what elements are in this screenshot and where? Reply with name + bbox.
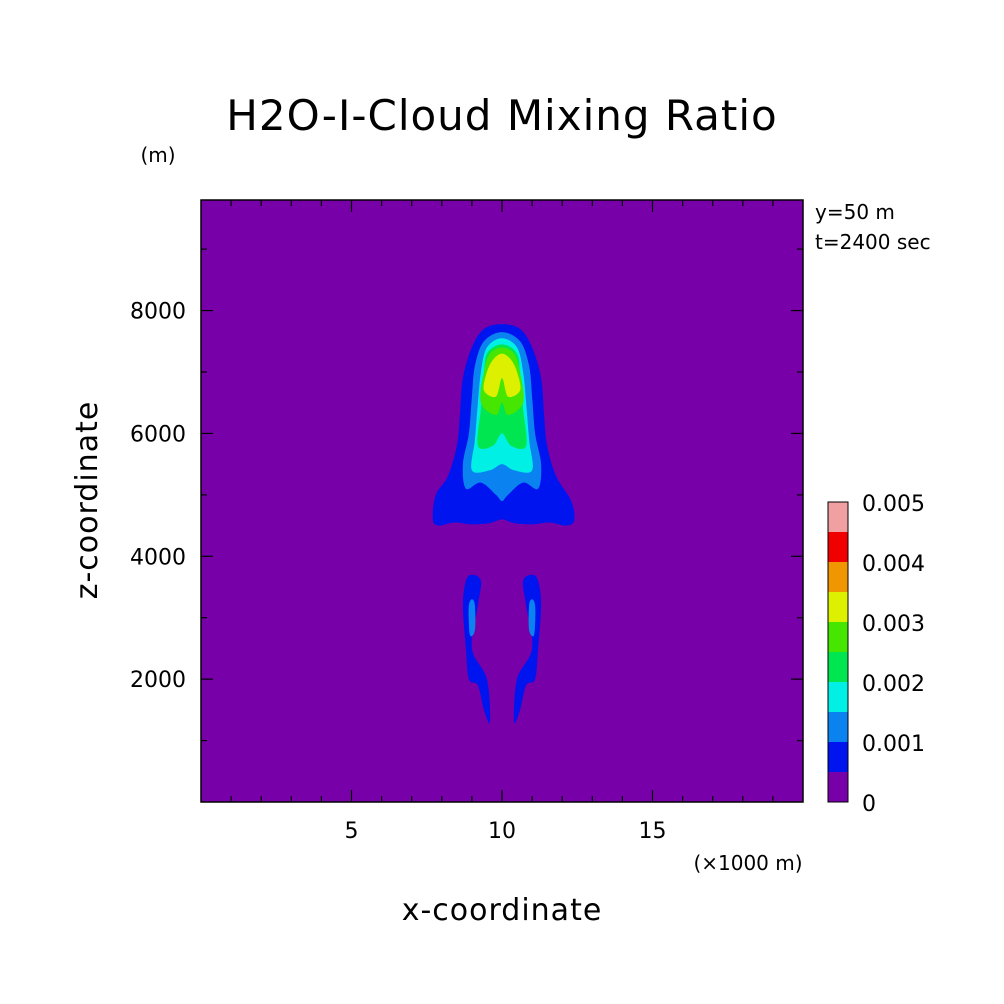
x-tick-label: 5 xyxy=(345,819,359,844)
colorbar-swatch xyxy=(828,652,848,682)
colorbar-label: 0.004 xyxy=(862,552,925,577)
tick-labels: 5 10 15 2000 4000 6000 8000 xyxy=(130,300,667,844)
x-unit-label: (×1000 m) xyxy=(693,851,802,875)
colorbar: 0 0.001 0.002 0.003 0.004 0.005 xyxy=(827,492,925,817)
y-tick-label: 8000 xyxy=(130,300,186,325)
annotation-time: t=2400 sec xyxy=(815,230,931,254)
contour-region-6 xyxy=(483,353,521,398)
chart-title: H2O-I-Cloud Mixing Ratio xyxy=(226,91,777,140)
colorbar-frame xyxy=(827,501,849,803)
x-tick-label: 15 xyxy=(639,819,667,844)
colorbar-label: 0.002 xyxy=(862,672,925,697)
colorbar-label: 0.005 xyxy=(862,492,925,517)
contour-region-9 xyxy=(468,599,476,637)
y-axis-label: z-coordinate xyxy=(70,401,105,600)
y-unit-label: (m) xyxy=(140,143,175,167)
colorbar-swatch xyxy=(828,502,848,532)
contour-layer xyxy=(432,324,575,724)
axis-ticks xyxy=(201,200,803,802)
colorbar-swatch xyxy=(828,562,848,592)
colorbar-swatch xyxy=(828,622,848,652)
y-tick-label: 2000 xyxy=(130,668,186,693)
colorbar-label: 0.001 xyxy=(862,732,925,757)
colorbar-swatch xyxy=(828,772,848,802)
colorbar-swatch xyxy=(828,532,848,562)
colorbar-label: 0.003 xyxy=(862,612,925,637)
colorbar-swatch xyxy=(828,712,848,742)
colorbar-swatch xyxy=(828,742,848,772)
colorbar-label: 0 xyxy=(862,792,876,817)
contour-region-10 xyxy=(528,599,536,637)
x-tick-label: 10 xyxy=(488,819,516,844)
plot-area xyxy=(200,199,804,803)
x-axis-label: x-coordinate xyxy=(402,893,603,928)
colorbar-swatch xyxy=(828,682,848,712)
colorbar-swatch xyxy=(828,592,848,622)
annotation-y-position: y=50 m xyxy=(815,200,895,224)
y-tick-label: 6000 xyxy=(130,422,186,447)
y-tick-label: 4000 xyxy=(130,545,186,570)
